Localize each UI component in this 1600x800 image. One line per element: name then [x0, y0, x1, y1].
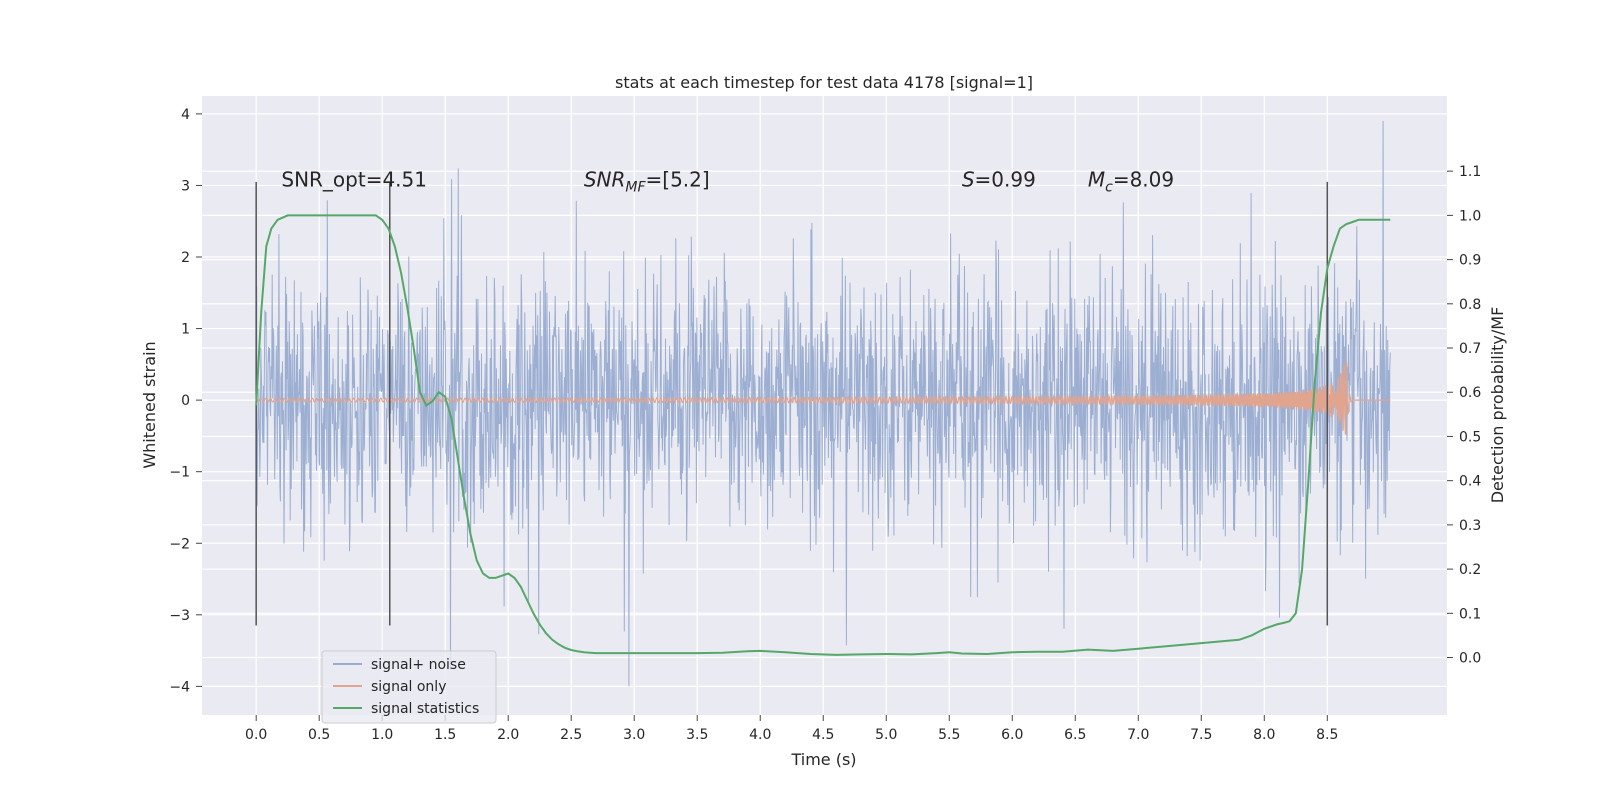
y-tick-label: 2 — [181, 250, 190, 266]
annotation-main: M — [1088, 167, 1105, 191]
signal-line — [255, 360, 1391, 435]
x-tick-label: 0.5 — [308, 727, 330, 743]
annotation-value: =8.09 — [1113, 167, 1174, 191]
y2-tick-label: 0.3 — [1459, 518, 1481, 534]
annotation-main: S — [962, 167, 975, 191]
y2-tick-label: 0.8 — [1459, 297, 1481, 313]
noise-line — [255, 120, 1391, 687]
y2-tick-label: 1.0 — [1459, 208, 1481, 224]
y2-tick-label: 1.1 — [1459, 164, 1481, 180]
x-tick-label: 0.0 — [245, 727, 267, 743]
annotation-1: SNRMF=[5.2] — [584, 167, 710, 195]
y-tick-label: −2 — [169, 536, 190, 552]
y-tick-label: 3 — [181, 178, 190, 194]
y2-tick-label: 0.7 — [1459, 341, 1481, 357]
y2-tick-label: 0.0 — [1459, 651, 1481, 667]
y2-tick-label: 0.5 — [1459, 429, 1481, 445]
x-tick-label: 6.0 — [1001, 727, 1023, 743]
chart-title: stats at each timestep for test data 417… — [615, 73, 1033, 92]
y2-tick-label: 0.4 — [1459, 474, 1481, 490]
x-tick-label: 5.0 — [875, 727, 897, 743]
stats-trace — [255, 214, 1391, 656]
y2-tick-label: 0.9 — [1459, 253, 1481, 269]
x-axis-label: Time (s) — [790, 750, 856, 769]
x-tick-label: 8.5 — [1316, 727, 1338, 743]
x-tick-label: 8.0 — [1253, 727, 1275, 743]
x-tick-label: 3.5 — [686, 727, 708, 743]
y-axis-label: Whitened strain — [140, 341, 159, 468]
annotation-0: SNR_opt=4.51 — [281, 167, 427, 191]
noise-trace — [255, 120, 1391, 687]
legend-label-noise: signal+ noise — [371, 657, 466, 673]
y-tick-label: −4 — [169, 679, 190, 695]
y-tick-label: 1 — [181, 322, 190, 338]
x-tick-label: 4.5 — [812, 727, 834, 743]
y2-tick-label: 0.6 — [1459, 385, 1481, 401]
legend-box — [321, 650, 497, 724]
x-tick-label: 6.5 — [1064, 727, 1086, 743]
annotation-3: Mc=8.09 — [1088, 167, 1174, 195]
annotation-value: =[5.2] — [646, 167, 710, 191]
y2-axis-label: Detection probability/MF — [1488, 307, 1507, 504]
x-tick-label: 1.0 — [371, 727, 393, 743]
legend-label-signal: signal only — [371, 679, 446, 695]
y-tick-label: −3 — [169, 608, 190, 624]
signal-trace — [255, 360, 1391, 435]
x-tick-label: 4.0 — [749, 727, 771, 743]
axis-ticks: 0.0 0.5 1.0 1.5 2.0 2.5 3.0 3.5 4.0 4.5 5.0 5.5 6.0 6… — [169, 107, 1481, 743]
stats-line — [255, 214, 1391, 656]
y-tick-label: 0 — [181, 393, 190, 409]
legend: signal+ noise signal only signal statist… — [321, 650, 497, 724]
annotation-value: =0.99 — [975, 167, 1036, 191]
x-tick-label: 7.0 — [1127, 727, 1149, 743]
y-tick-label: −1 — [169, 465, 190, 481]
annotation-main: SNR — [584, 167, 626, 191]
x-tick-label: 3.0 — [623, 727, 645, 743]
x-tick-label: 1.5 — [434, 727, 456, 743]
y-tick-label: 4 — [181, 107, 190, 123]
annotation-subscript: c — [1105, 179, 1113, 195]
legend-label-stats: signal statistics — [371, 701, 479, 717]
x-tick-label: 7.5 — [1190, 727, 1212, 743]
x-tick-label: 2.0 — [497, 727, 519, 743]
annotation-subscript: MF — [625, 179, 646, 195]
y2-tick-label: 0.1 — [1459, 606, 1481, 622]
y2-tick-label: 0.2 — [1459, 562, 1481, 578]
x-tick-label: 5.5 — [938, 727, 960, 743]
annotation-2: S=0.99 — [962, 167, 1036, 191]
annotations: SNR_opt=4.51 SNRMF=[5.2] S=0.99 Mc=8.09 — [281, 167, 1174, 195]
x-tick-label: 2.5 — [560, 727, 582, 743]
annotation-main: SNR_opt=4.51 — [281, 167, 427, 191]
